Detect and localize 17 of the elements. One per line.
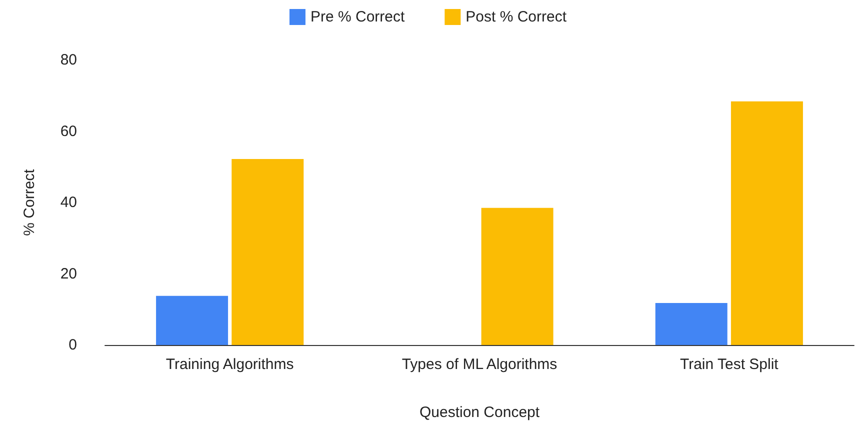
bar xyxy=(232,159,304,345)
bar xyxy=(730,101,803,345)
x-tick-label: Training Algorithms xyxy=(166,356,294,373)
y-tick-label: 20 xyxy=(60,265,77,282)
bar xyxy=(156,296,228,345)
x-tick-label: Types of ML Algorithms xyxy=(402,356,558,373)
legend-label: Pre % Correct xyxy=(310,8,406,26)
y-tick-label: 40 xyxy=(60,194,77,211)
y-tick-label: 0 xyxy=(68,336,77,354)
y-tick-label: 80 xyxy=(60,52,77,68)
y-tick-label: 60 xyxy=(60,122,77,140)
bar xyxy=(481,208,554,345)
bar xyxy=(655,302,728,345)
y-axis-title: % Correct xyxy=(21,168,38,236)
x-tick-label: Train Test Split xyxy=(680,356,780,373)
x-axis-title: Question Concept xyxy=(419,404,540,421)
legend-label: Post % Correct xyxy=(466,8,568,26)
